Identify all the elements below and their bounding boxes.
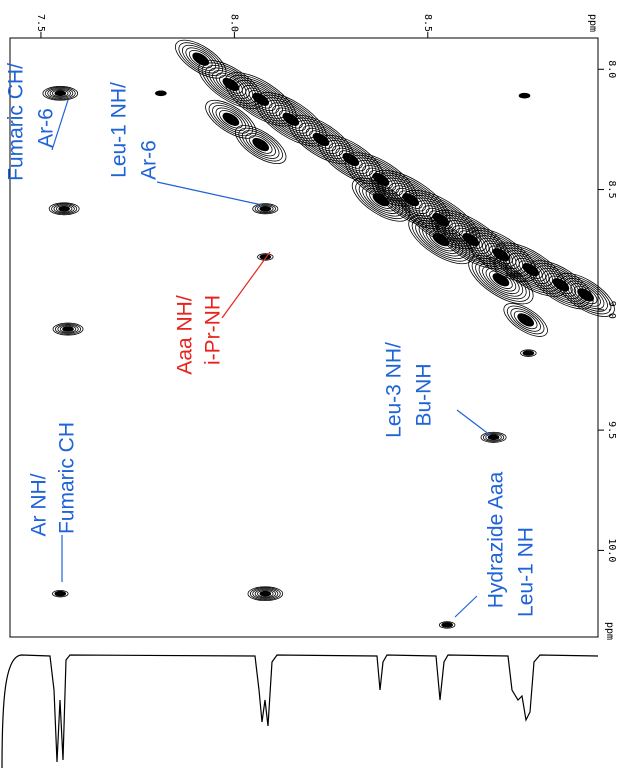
diagonal-contour [528, 260, 594, 310]
x-axis-label: ppm [587, 14, 598, 32]
annotation-leader [454, 595, 478, 618]
annotation-text: Ar-6 [138, 140, 161, 180]
y-axis-label: ppm [604, 622, 615, 640]
annotation-text: i-Pr-NH [202, 295, 225, 365]
cross-peak [155, 90, 167, 97]
plot-frame [9, 37, 599, 638]
cross-peak [247, 586, 284, 601]
x-tick-label: 8.5 [422, 14, 433, 32]
diagonal-contour [468, 255, 534, 305]
annotation-text: Fumaric CH [56, 422, 79, 534]
cross-peak [520, 349, 537, 357]
diagonal-contour [235, 125, 287, 164]
annotation-text: Leu-1 NH [515, 527, 538, 617]
cross-peak [518, 92, 531, 99]
y-tick-label: 9.0 [606, 301, 617, 319]
x-tick-label: 8.0 [228, 14, 239, 32]
annotation-leader [221, 251, 271, 319]
diagonal-contour [556, 272, 615, 317]
diagonal-contour [351, 177, 411, 222]
diagonal-contour [198, 59, 264, 109]
cross-peak [48, 202, 80, 216]
annotation-text: Ar NH/ [28, 473, 51, 536]
diagonal-contour [175, 39, 227, 79]
annotation-leader [456, 409, 491, 436]
annotation-leader [51, 99, 69, 151]
y-tick-label: 8.5 [606, 181, 617, 199]
cross-peak [480, 431, 507, 443]
annotation-text: Fumaric CH/ [5, 63, 28, 181]
annotation-text: Ar-6 [35, 108, 58, 148]
annotation-text: Leu-3 NH/ [383, 342, 406, 438]
y-tick-label: 10.0 [606, 538, 617, 562]
annotation-text: Hydrazide Aaa [485, 471, 508, 608]
annotation-text: Bu-NH [413, 363, 436, 426]
projection-trace [1, 654, 599, 768]
y-tick-label: 9.5 [606, 421, 617, 439]
y-tick-label: 8.0 [606, 60, 617, 78]
cross-peak [52, 589, 69, 598]
cross-peak [42, 86, 79, 101]
diagonal-contour [503, 303, 548, 337]
cross-peak [438, 621, 456, 629]
annotation-leader [156, 181, 263, 206]
cross-peak [252, 203, 279, 215]
annotation-text: Aaa NH/ [174, 295, 197, 375]
diagonal-contour [408, 215, 474, 265]
cross-peak [52, 322, 84, 336]
annotation-text: Leu-1 NH/ [108, 82, 131, 178]
x-tick-label: 7.5 [35, 14, 46, 32]
